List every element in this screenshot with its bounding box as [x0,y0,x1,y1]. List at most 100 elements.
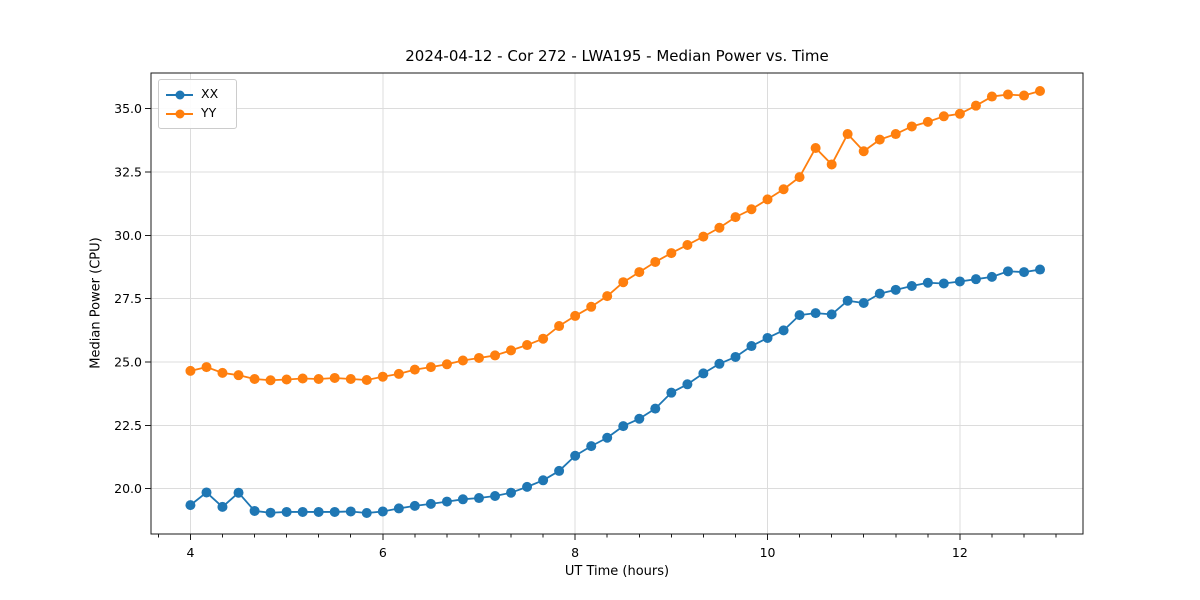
data-point [506,345,517,356]
data-point [794,310,805,321]
data-point [682,379,693,390]
data-point [217,367,228,378]
data-point [682,239,693,250]
data-point [425,498,436,509]
chart-title: 2024-04-12 - Cor 272 - LWA195 - Median P… [405,47,829,65]
data-point [329,506,340,517]
legend-line-marker-yy-icon [166,108,193,120]
data-point [377,506,388,517]
data-point [506,487,517,498]
data-point [778,325,789,336]
y-tick-label: 22.5 [114,418,142,433]
data-point [490,491,501,502]
data-point [666,248,677,259]
data-point [922,277,933,288]
data-point [217,501,228,512]
legend-item-yy: YY [166,104,228,123]
data-point [938,111,949,122]
data-point [634,413,645,424]
y-tick-label: 35.0 [114,101,142,116]
data-point [249,373,260,384]
legend: XX YY [158,79,237,129]
data-point [522,481,533,492]
data-point [570,450,581,461]
data-point [826,309,837,320]
grid [151,73,1083,534]
legend-item-xx: XX [166,85,228,104]
data-point [457,494,468,505]
data-point [634,267,645,278]
data-point [730,212,741,223]
data-point [409,364,420,375]
data-point [746,341,757,352]
data-point [650,403,661,414]
data-point [441,496,452,507]
series-yy [185,85,1046,386]
data-point [650,256,661,267]
data-point [201,487,212,498]
data-point [522,340,533,351]
legend-label-yy: YY [201,105,217,121]
x-tick-label: 8 [571,545,579,560]
data-point [409,500,420,511]
x-tick-label: 10 [760,545,776,560]
data-point [858,146,869,157]
y-tick-label: 30.0 [114,228,142,243]
data-point [586,301,597,312]
y-tick-label: 32.5 [114,165,142,180]
series-xx [185,264,1046,518]
data-point [586,441,597,452]
data-point [890,129,901,140]
data-point [890,284,901,295]
data-point [874,134,885,145]
y-tick-label: 25.0 [114,355,142,370]
data-point [345,506,356,517]
data-point [1035,264,1046,275]
axis-ticks [145,108,1057,540]
data-point [265,375,276,386]
data-point [249,505,260,516]
data-point [1002,89,1013,100]
data-point [874,288,885,299]
data-point [666,387,677,398]
data-point [730,351,741,362]
data-point [393,368,404,379]
y-tick-label: 20.0 [114,481,142,496]
data-point [554,465,565,476]
data-point [313,506,324,517]
data-point [778,184,789,195]
data-point [698,231,709,242]
data-point [313,373,324,384]
data-point [425,362,436,373]
data-point [842,295,853,306]
data-point [345,373,356,384]
data-point [954,108,965,119]
data-point [1035,85,1046,96]
tick-labels: 4 6 8 10 12 20.0 22.5 25.0 27.5 30.0 32.5 35.0 [114,101,968,560]
y-axis-label: Median Power (CPU) [88,237,104,369]
data-point [906,281,917,292]
data-point [938,278,949,289]
data-point [954,276,965,287]
data-point [698,368,709,379]
data-point [618,277,629,288]
data-point [746,204,757,215]
data-point [922,116,933,127]
data-point [602,291,613,302]
data-point [906,121,917,132]
data-point [986,271,997,282]
data-point [538,333,549,344]
data-point [1002,266,1013,277]
data-point [970,274,981,285]
data-point [810,142,821,153]
data-point [393,503,404,514]
data-point [473,352,484,363]
data-point [281,374,292,385]
data-point [762,332,773,343]
data-point [986,91,997,102]
data-point [858,297,869,308]
data-point [441,359,452,370]
data-point [473,493,484,504]
data-point [826,159,837,170]
data-point [570,310,581,321]
